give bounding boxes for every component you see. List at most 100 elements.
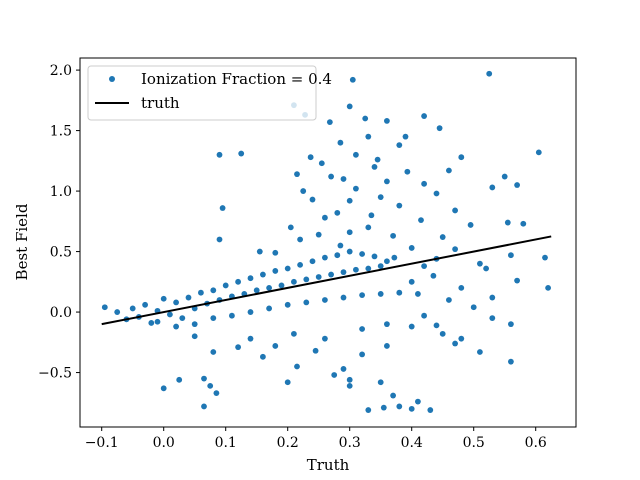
- data-point: [446, 297, 452, 303]
- data-point: [501, 173, 508, 180]
- data-point: [287, 224, 294, 231]
- data-point: [210, 287, 217, 294]
- data-point: [272, 249, 279, 256]
- data-point: [207, 382, 214, 389]
- data-point: [402, 133, 409, 140]
- data-point: [260, 353, 266, 360]
- data-point: [297, 261, 303, 268]
- data-point: [346, 376, 353, 383]
- data-point: [303, 276, 310, 283]
- data-point: [452, 246, 458, 253]
- data-point: [458, 335, 465, 342]
- data-point: [421, 263, 427, 269]
- data-point: [470, 304, 477, 311]
- data-point: [334, 252, 341, 259]
- x-tick-label: 0.5: [463, 435, 485, 451]
- data-point: [452, 207, 458, 214]
- data-point: [380, 404, 387, 411]
- data-point: [322, 335, 328, 342]
- data-point: [198, 289, 204, 296]
- data-point: [326, 119, 333, 126]
- data-point: [238, 150, 245, 157]
- data-point: [396, 403, 403, 410]
- data-point: [340, 176, 347, 182]
- y-axis-label: Best Field: [13, 203, 31, 280]
- data-point: [278, 282, 285, 289]
- data-point: [173, 299, 180, 306]
- data-point: [247, 335, 254, 342]
- data-point: [477, 349, 483, 355]
- data-point: [362, 115, 369, 122]
- data-point: [253, 287, 260, 294]
- data-point: [384, 118, 390, 124]
- data-point: [266, 305, 272, 312]
- data-point: [291, 278, 297, 285]
- data-point: [294, 171, 300, 178]
- y-axis-ticks: −0.5 0.0 0.5 1.0 1.5 2.0: [38, 63, 80, 382]
- data-point: [337, 139, 344, 146]
- data-point: [458, 154, 465, 161]
- data-point: [179, 315, 186, 322]
- data-point: [349, 76, 356, 83]
- data-point: [173, 323, 180, 330]
- x-tick-label: −0.1: [85, 435, 119, 451]
- data-point: [303, 299, 310, 306]
- data-point: [160, 295, 167, 302]
- data-point: [545, 284, 551, 291]
- data-point: [439, 234, 446, 240]
- data-point: [508, 252, 514, 259]
- data-point: [421, 180, 427, 187]
- y-tick-label: 1.5: [50, 124, 72, 140]
- data-point: [101, 304, 108, 311]
- data-point: [353, 266, 359, 273]
- data-point: [346, 382, 353, 389]
- data-point: [365, 224, 372, 231]
- data-point: [328, 173, 334, 180]
- data-point: [247, 275, 254, 282]
- data-point: [390, 392, 396, 399]
- data-point: [408, 245, 415, 251]
- data-point: [433, 190, 440, 197]
- data-point: [458, 284, 465, 291]
- data-point: [142, 301, 149, 308]
- data-point: [508, 321, 514, 328]
- data-point: [353, 151, 359, 158]
- data-point: [421, 113, 427, 119]
- data-point: [315, 274, 322, 280]
- data-point: [446, 167, 452, 174]
- data-point: [377, 263, 384, 269]
- data-point: [377, 291, 384, 297]
- truth-line: [101, 235, 552, 326]
- data-point: [114, 309, 121, 315]
- data-point: [300, 188, 307, 194]
- data-point: [340, 269, 347, 276]
- data-point: [371, 163, 378, 170]
- data-point: [542, 254, 548, 261]
- data-point: [260, 271, 266, 278]
- data-point: [359, 251, 365, 257]
- data-point: [391, 254, 398, 261]
- data-point: [430, 272, 437, 279]
- data-point: [309, 258, 316, 265]
- data-point: [384, 178, 390, 185]
- data-point: [297, 236, 303, 243]
- data-point: [337, 242, 344, 249]
- data-point: [294, 363, 300, 370]
- data-point: [216, 151, 223, 158]
- y-tick-label: 0.0: [50, 305, 72, 321]
- data-point: [331, 372, 338, 378]
- data-point: [256, 248, 263, 255]
- data-point: [365, 133, 372, 140]
- data-point: [415, 398, 421, 405]
- data-point: [504, 219, 511, 226]
- data-point: [359, 351, 365, 358]
- x-tick-label: 0.4: [401, 435, 423, 451]
- data-point: [508, 358, 514, 365]
- data-point: [371, 253, 378, 260]
- data-point: [374, 156, 381, 163]
- data-point: [346, 248, 353, 255]
- data-point: [291, 330, 297, 337]
- data-point: [384, 321, 390, 328]
- data-point: [201, 375, 207, 382]
